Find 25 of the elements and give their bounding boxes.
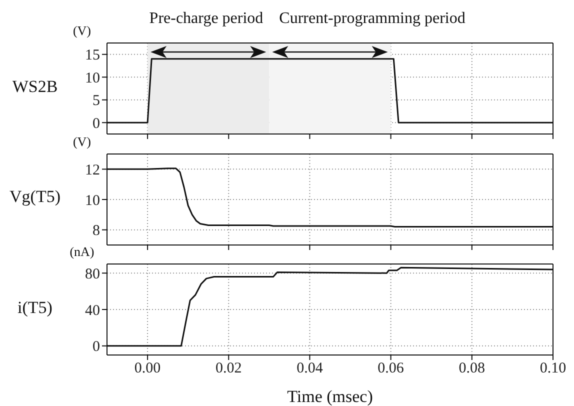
band-label: Pre-charge period	[149, 10, 264, 28]
y-tick-label: 40	[85, 302, 100, 319]
x-axis-title: Time (msec)	[286, 387, 374, 406]
x-tick-label: 0.06	[378, 360, 404, 377]
y-tick-label: 8	[92, 222, 100, 239]
x-tick-label: 0.04	[296, 360, 324, 377]
y-tick-label: 0	[92, 116, 100, 132]
band-label: Current-programming period	[279, 10, 466, 28]
y-tick-label: 10	[85, 192, 100, 208]
x-tick-label: 0.02	[216, 360, 242, 377]
y-axis-title: Vg(T5)	[8, 187, 62, 207]
y-tick-label: 0	[92, 339, 100, 356]
y-tick-label: 15	[85, 48, 100, 64]
y-axis-title: i(T5)	[16, 298, 54, 318]
x-tick-label: 0.10	[540, 360, 566, 377]
y-tick-label: 5	[92, 93, 100, 110]
text: (V)	[72, 23, 92, 39]
text: (V)	[72, 134, 92, 150]
text: (nA)	[68, 244, 96, 260]
y-tick-label: 10	[85, 70, 100, 86]
x-tick-label: 0.08	[458, 360, 486, 377]
y-tick-label: 12	[85, 162, 100, 178]
y-axis-title: WS2B	[11, 76, 59, 96]
x-tick-label: 0.00	[134, 360, 161, 377]
y-tick-label: 80	[85, 266, 100, 282]
